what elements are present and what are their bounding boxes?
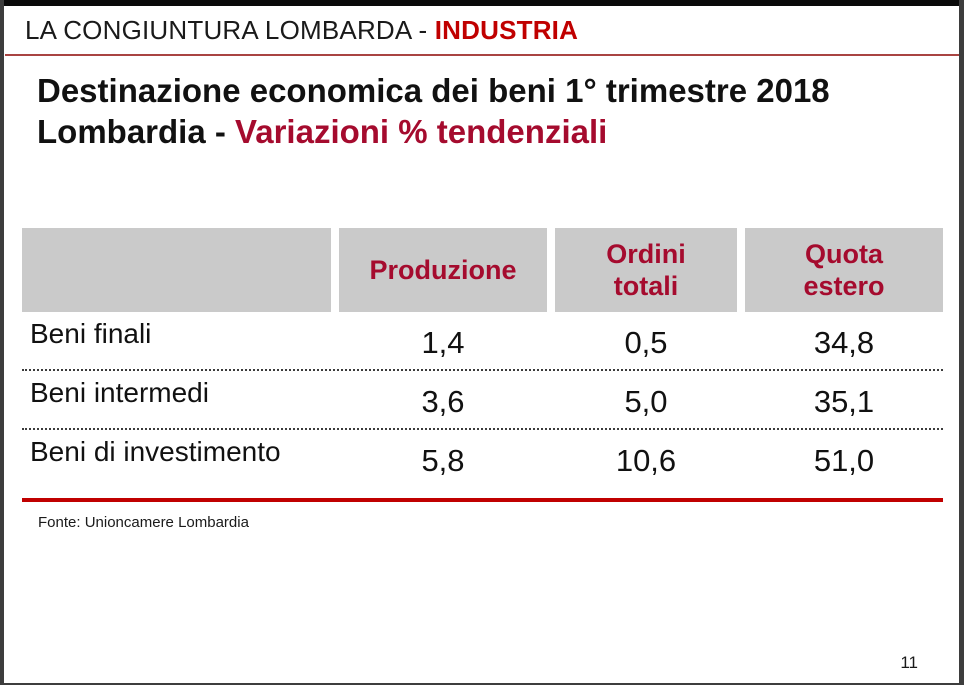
title-line2-highlight: Variazioni % tendenziali [235, 113, 608, 150]
header-highlight-text: INDUSTRIA [434, 15, 579, 45]
header-divider-line [5, 54, 959, 56]
slide-title: Destinazione economica dei beni 1° trime… [37, 70, 942, 152]
slide-header: LA CONGIUNTURA LOMBARDA - INDUSTRIA [25, 15, 578, 46]
table-row: Beni finali 1,4 0,5 34,8 [22, 312, 943, 369]
slide-right-border [959, 0, 964, 685]
column-header-label: Ordini totali [606, 238, 686, 301]
slide-bottom-border [0, 683, 964, 685]
slide-top-border [0, 0, 964, 6]
table-row: Beni intermedi 3,6 5,0 35,1 [22, 371, 943, 428]
row-label: Beni finali [30, 318, 152, 349]
table-header-cell-empty [22, 228, 331, 312]
slide-left-border [0, 0, 4, 685]
cell-value: 5,8 [421, 443, 465, 478]
row-label: Beni di investimento [30, 436, 281, 467]
row-separator-dotted [22, 428, 943, 430]
data-table: Produzione Ordini totali Quota estero Be… [22, 228, 943, 502]
cell-value: 51,0 [813, 443, 875, 478]
table-header-cell-quota-estero: Quota estero [745, 228, 943, 312]
source-note: Fonte: Unioncamere Lombardia [38, 514, 249, 531]
cell-value: 35,1 [813, 384, 875, 419]
column-header-label: Produzione [369, 254, 517, 285]
row-separator-dotted [22, 369, 943, 371]
cell-value: 0,5 [624, 325, 668, 360]
title-line1: Destinazione economica dei beni 1° trime… [37, 72, 830, 109]
column-header-label: Quota estero [803, 238, 885, 301]
cell-value: 3,6 [421, 384, 465, 419]
table-header-cell-produzione: Produzione [339, 228, 547, 312]
cell-value: 5,0 [624, 384, 668, 419]
table-header-cell-ordini-totali: Ordini totali [555, 228, 737, 312]
cell-value: 10,6 [615, 443, 677, 478]
table-row: Beni di investimento 5,8 10,6 51,0 [22, 430, 943, 496]
page-number: 11 [900, 653, 918, 672]
table-bottom-red-line [22, 498, 943, 502]
row-label: Beni intermedi [30, 377, 209, 408]
header-prefix-text: LA CONGIUNTURA LOMBARDA - [25, 15, 435, 45]
title-line2-prefix: Lombardia - [37, 113, 236, 150]
cell-value: 1,4 [421, 325, 465, 360]
cell-value: 34,8 [813, 325, 875, 360]
table-header-row: Produzione Ordini totali Quota estero [22, 228, 943, 312]
